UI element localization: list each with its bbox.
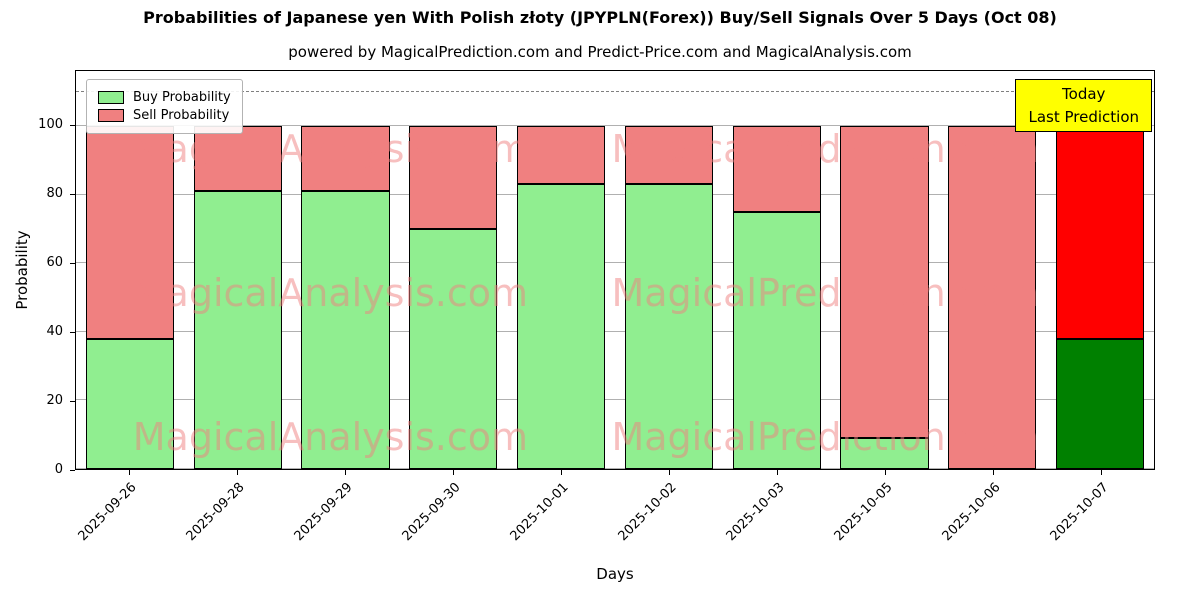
y-tick-mark <box>70 263 75 265</box>
x-tick-label: 2025-10-05 <box>831 480 896 545</box>
y-tick-label: 60 <box>46 255 63 271</box>
x-axis-label: Days <box>596 565 634 583</box>
x-tick-label: 2025-09-29 <box>291 480 356 545</box>
x-tick-label: 2025-09-28 <box>183 480 248 545</box>
sell-bar-segment <box>624 125 714 185</box>
x-tick-mark <box>777 470 778 475</box>
buy-swatch-icon <box>98 91 124 104</box>
y-tick-mark <box>70 194 75 196</box>
x-tick-label: 2025-10-07 <box>1047 480 1112 545</box>
x-tick-mark <box>561 470 562 475</box>
x-tick-mark <box>669 470 670 475</box>
gridline <box>76 468 1154 469</box>
x-tick-mark <box>237 470 238 475</box>
buy-bar-segment <box>301 191 390 469</box>
buy-bar-segment <box>732 211 821 469</box>
y-tick-mark <box>70 401 75 403</box>
buy-bar-segment <box>1055 338 1145 469</box>
chart-subtitle: powered by MagicalPrediction.com and Pre… <box>288 43 912 61</box>
x-tick-mark <box>129 470 130 475</box>
buy-bar-segment <box>624 184 714 469</box>
legend-item-buy: Buy Probability <box>98 90 231 105</box>
chart-title: Probabilities of Japanese yen With Polis… <box>143 8 1057 27</box>
sell-bar-segment <box>301 125 390 192</box>
buy-bar-segment <box>516 184 606 469</box>
legend: Buy Probability Sell Probability <box>86 79 243 134</box>
sell-bar-segment <box>85 125 175 339</box>
buy-bar-segment <box>409 228 498 469</box>
y-tick-label: 20 <box>46 393 63 409</box>
sell-bar-segment <box>948 125 1037 469</box>
y-axis-label: Probability <box>13 230 31 310</box>
y-tick-label: 100 <box>38 117 63 133</box>
x-tick-mark <box>1101 470 1102 475</box>
y-tick-label: 80 <box>46 186 63 202</box>
y-axis-ticks: 0 20 40 60 80 100 <box>0 70 75 477</box>
y-tick-mark <box>70 470 75 471</box>
buy-bar-segment <box>193 191 282 469</box>
y-tick-label: 0 <box>54 462 63 477</box>
x-tick-mark <box>345 470 346 475</box>
plot-area: MagicalAnalysis.com MagicalPrediction.com… <box>75 70 1155 470</box>
x-tick-label: 2025-09-26 <box>75 480 140 545</box>
sell-bar-segment <box>409 125 498 229</box>
legend-label-sell: Sell Probability <box>133 108 230 123</box>
x-axis-ticks: 2025-09-26 2025-09-28 2025-09-29 2025-09-30… <box>75 470 1155 580</box>
x-tick-label: 2025-10-03 <box>723 480 788 545</box>
gridline <box>76 124 1154 126</box>
y-tick-label: 40 <box>46 324 63 340</box>
gridline <box>76 330 1154 332</box>
legend-label-buy: Buy Probability <box>133 90 231 105</box>
y-tick-mark <box>70 125 75 127</box>
x-tick-mark <box>993 470 994 475</box>
buy-bar-segment <box>85 338 175 469</box>
sell-swatch-icon <box>98 109 124 122</box>
legend-item-sell: Sell Probability <box>98 108 231 123</box>
y-tick-mark <box>70 332 75 334</box>
today-annotation-line2: Last Prediction <box>1028 107 1139 126</box>
x-tick-label: 2025-10-01 <box>507 480 572 545</box>
sell-bar-segment <box>516 125 606 185</box>
threshold-dashed-line <box>76 90 1154 92</box>
gridline <box>76 399 1154 401</box>
x-tick-mark <box>453 470 454 475</box>
sell-bar-segment <box>732 125 821 212</box>
x-tick-label: 2025-10-06 <box>939 480 1004 545</box>
buy-bar-segment <box>840 438 929 469</box>
x-tick-mark <box>885 470 886 475</box>
sell-bar-segment <box>840 125 929 439</box>
sell-bar-segment <box>1055 125 1145 339</box>
today-annotation: Today Last Prediction <box>1015 79 1152 132</box>
gridline <box>76 193 1154 195</box>
today-annotation-line1: Today <box>1062 85 1106 103</box>
x-tick-label: 2025-10-02 <box>615 480 680 545</box>
gridline <box>76 262 1154 264</box>
x-tick-label: 2025-09-30 <box>399 480 464 545</box>
sell-bar-segment <box>193 125 282 192</box>
